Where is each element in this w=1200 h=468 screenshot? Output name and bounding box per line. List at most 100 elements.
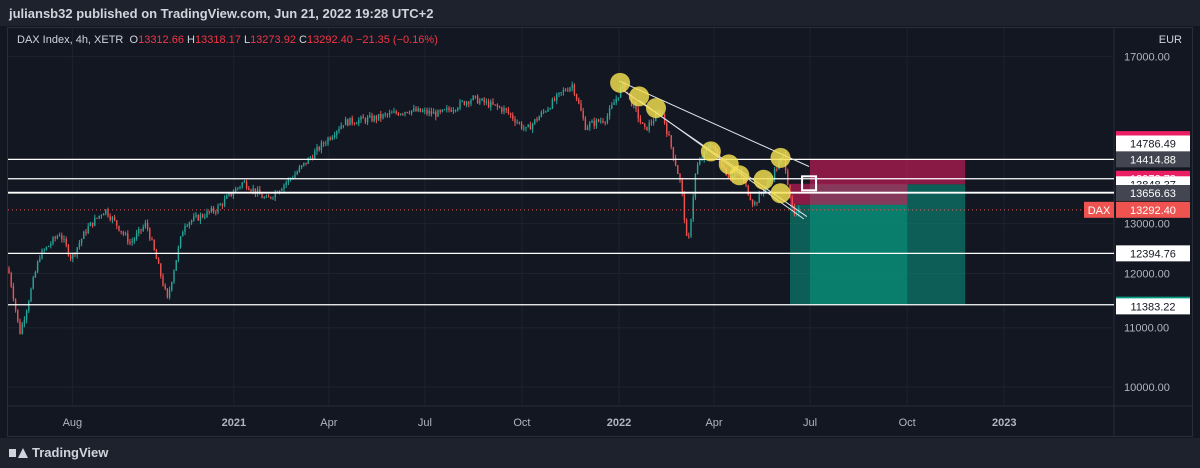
candle-body	[606, 116, 609, 123]
price-chart[interactable]: 10000.00 11000.00 12000.00 13000.00 17000.00…	[8, 28, 1193, 437]
price-axis-label-bg	[1116, 184, 1190, 201]
x-tick-label: Aug	[63, 417, 83, 429]
y-tick-label: 11000.00	[1124, 323, 1169, 335]
candle-body	[388, 112, 391, 115]
candle-body	[637, 108, 639, 119]
x-tick-label: Oct	[899, 417, 916, 429]
candle-body	[254, 188, 257, 194]
candle-body	[67, 245, 70, 256]
tradingview-brand[interactable]: TradingView	[9, 445, 108, 460]
candle-body	[245, 181, 248, 189]
candle-body	[208, 211, 210, 213]
candle-body	[298, 167, 301, 172]
candle-body	[459, 101, 461, 109]
candle-body	[564, 89, 567, 91]
candle-body	[272, 197, 274, 199]
candle-body	[122, 232, 125, 235]
candle-body	[243, 181, 246, 183]
candle-body	[58, 235, 61, 237]
candle-body	[465, 101, 468, 105]
candle-body	[195, 215, 197, 217]
candle-body	[228, 193, 230, 196]
candle-body	[380, 114, 382, 119]
candle-body	[461, 101, 463, 102]
candle-body	[531, 123, 534, 130]
candle-body	[443, 109, 446, 111]
price-axis-label: 12394.76	[1130, 248, 1176, 260]
candle-body	[327, 137, 329, 144]
candle-body	[303, 162, 305, 166]
candle-body	[307, 158, 309, 164]
candle-body	[439, 110, 441, 112]
candle-body	[351, 117, 353, 124]
candle-body	[102, 213, 105, 216]
candle-body	[142, 226, 144, 231]
candle-body	[567, 90, 569, 92]
x-tick-label: 2021	[222, 417, 246, 429]
candle-body	[239, 186, 241, 188]
candle-body	[52, 237, 54, 244]
candle-body	[417, 108, 419, 112]
candle-body	[593, 120, 595, 126]
candle-body	[353, 123, 356, 124]
close-label: C	[299, 34, 307, 46]
candle-body	[116, 220, 118, 226]
candle-body	[749, 195, 752, 201]
candle-body	[131, 241, 133, 243]
candle-body	[377, 114, 380, 120]
candle-body	[672, 147, 675, 159]
candle-body	[146, 222, 149, 229]
candle-body	[144, 222, 147, 227]
candle-body	[591, 120, 593, 123]
candle-body	[232, 192, 235, 196]
candle-body	[457, 108, 459, 111]
candle-body	[608, 108, 611, 117]
open-label: O	[129, 34, 139, 46]
close-value: 13292.40	[306, 34, 353, 46]
candle-body	[164, 285, 166, 289]
symbol-legend: DAX Index, 4h, XETR O13312.66 H13318.17 …	[17, 34, 438, 46]
candle-body	[463, 101, 466, 105]
candle-body	[562, 89, 565, 93]
candle-body	[314, 151, 316, 159]
candle-body	[450, 109, 452, 112]
y-tick-label: 17000.00	[1124, 52, 1170, 64]
candle-body	[43, 249, 45, 251]
candle-body	[270, 196, 272, 199]
candle-body	[179, 236, 182, 248]
candle-body	[160, 263, 162, 277]
candle-body	[487, 101, 490, 108]
candle-body	[32, 277, 34, 289]
candle-body	[490, 101, 492, 108]
candle-body	[426, 110, 428, 114]
candle-body	[182, 231, 184, 237]
candle-body	[589, 122, 591, 128]
x-tick-label: Jul	[418, 417, 432, 429]
candle-body	[437, 110, 439, 117]
candle-body	[523, 128, 525, 130]
candle-body	[505, 108, 507, 110]
candle-body	[430, 110, 433, 114]
candle-body	[538, 116, 540, 121]
candle-body	[133, 238, 136, 242]
candle-body	[72, 253, 74, 259]
chart-area[interactable]: 10000.00 11000.00 12000.00 13000.00 17000.00…	[7, 27, 1193, 437]
candle-body	[252, 188, 254, 192]
candle-body	[25, 311, 28, 320]
candle-body	[96, 217, 98, 219]
symbol-tag: DAX	[1088, 205, 1111, 217]
candle-body	[397, 113, 400, 116]
candle-body	[34, 271, 37, 278]
candle-body	[758, 193, 760, 203]
candle-body	[529, 124, 532, 130]
candle-body	[479, 100, 481, 104]
candle-body	[613, 102, 615, 105]
candle-body	[688, 235, 690, 237]
candle-body	[274, 191, 276, 198]
candle-body	[199, 214, 202, 221]
candle-body	[626, 91, 628, 93]
candle-body	[113, 217, 116, 221]
candle-body	[322, 142, 325, 144]
candle-body	[127, 233, 129, 243]
candle-body	[435, 111, 437, 117]
